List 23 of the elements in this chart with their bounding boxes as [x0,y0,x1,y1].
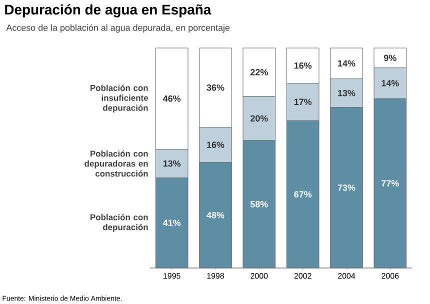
data-label: 41% [163,220,181,226]
data-label: 20% [250,115,268,122]
data-label: 9% [384,54,396,62]
data-label: 16% [207,142,224,148]
data-label: 14% [382,80,399,86]
data-label: 48% [206,212,224,218]
data-label: 14% [338,60,356,67]
data-label: 13% [338,90,356,96]
data-label: 67% [294,191,312,198]
series-label: Población con depuradoras en construcción [84,150,148,177]
data-label: 22% [250,69,268,76]
data-label: 73% [338,184,356,191]
data-label: 13% [163,160,181,167]
series-label: Población con depuración [90,214,148,232]
chart-title: Depuración de agua en España [5,4,212,18]
data-label: 16% [294,62,312,69]
data-label: 17% [294,98,312,106]
data-label: 46% [163,95,181,102]
data-label: 36% [206,84,224,91]
data-label: 77% [382,180,399,186]
series-label: Población con insuficiente depuración [90,84,148,113]
chart-subtitle: Acceso de la población al agua depurada, en porcentaje [6,24,230,33]
data-label: 58% [250,201,268,208]
